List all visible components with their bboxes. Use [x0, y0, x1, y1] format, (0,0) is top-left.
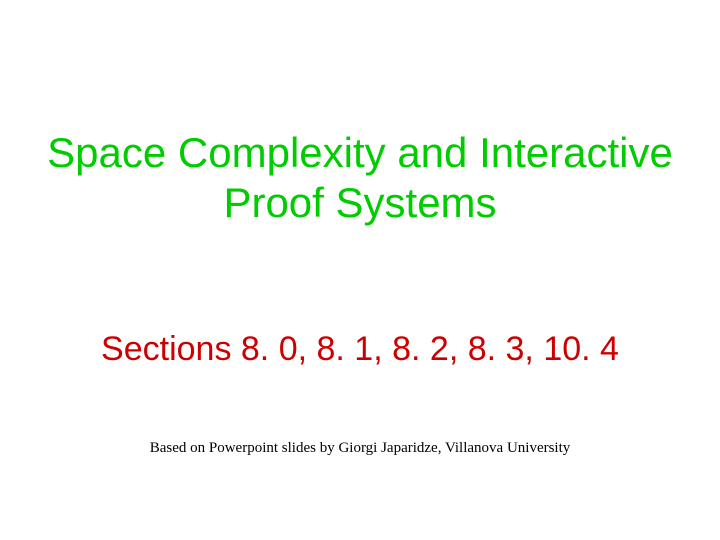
sections-subtitle: Sections 8. 0, 8. 1, 8. 2, 8. 3, 10. 4 — [0, 330, 720, 369]
slide-title: Space Complexity and Interactive Proof S… — [0, 128, 720, 229]
credit-line: Based on Powerpoint slides by Giorgi Jap… — [0, 440, 720, 457]
